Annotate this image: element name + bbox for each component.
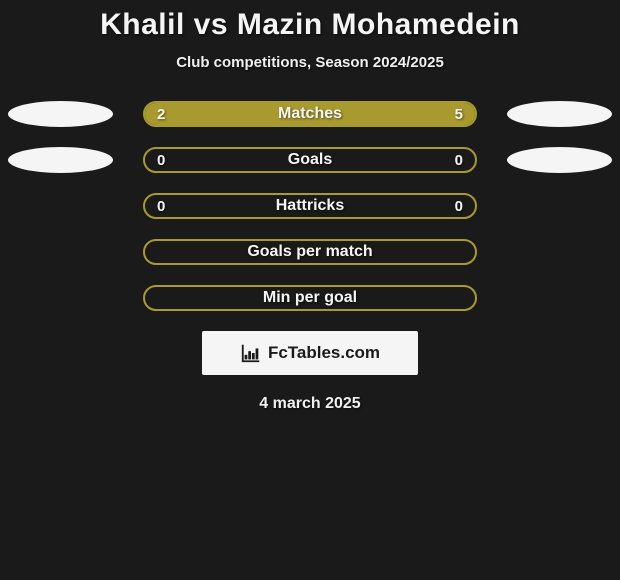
stat-bar: 0Goals0 (143, 147, 477, 173)
avatar-spacer (8, 193, 113, 219)
comparison-infographic: Khalil vs Mazin Mohamedein Club competit… (0, 0, 620, 413)
stat-value-right: 0 (455, 198, 463, 215)
stat-row: Goals per match (0, 239, 620, 265)
stat-row: 0Hattricks0 (0, 193, 620, 219)
watermark-badge: FcTables.com (202, 331, 418, 375)
player-right-avatar (507, 101, 612, 127)
watermark-text: FcTables.com (268, 343, 380, 363)
stat-bar: Min per goal (143, 285, 477, 311)
stat-row: 2Matches5 (0, 101, 620, 127)
stat-label: Matches (145, 105, 475, 123)
chart-icon (240, 342, 262, 364)
stat-value-right: 0 (455, 152, 463, 169)
avatar-spacer (507, 239, 612, 265)
player-left-avatar (8, 101, 113, 127)
stat-row: 0Goals0 (0, 147, 620, 173)
avatar-spacer (507, 193, 612, 219)
subtitle: Club competitions, Season 2024/2025 (0, 54, 620, 71)
avatar-spacer (8, 285, 113, 311)
avatar-spacer (8, 239, 113, 265)
stat-rows: 2Matches50Goals00Hattricks0Goals per mat… (0, 101, 620, 311)
date-label: 4 march 2025 (0, 395, 620, 413)
stat-value-right: 5 (455, 106, 463, 123)
stat-row: Min per goal (0, 285, 620, 311)
page-title: Khalil vs Mazin Mohamedein (0, 8, 620, 42)
stat-bar: Goals per match (143, 239, 477, 265)
player-right-avatar (507, 147, 612, 173)
stat-label: Min per goal (145, 289, 475, 307)
stat-bar: 0Hattricks0 (143, 193, 477, 219)
player-left-avatar (8, 147, 113, 173)
stat-label: Goals (145, 151, 475, 169)
stat-label: Hattricks (145, 197, 475, 215)
stat-bar: 2Matches5 (143, 101, 477, 127)
avatar-spacer (507, 285, 612, 311)
stat-label: Goals per match (145, 243, 475, 261)
